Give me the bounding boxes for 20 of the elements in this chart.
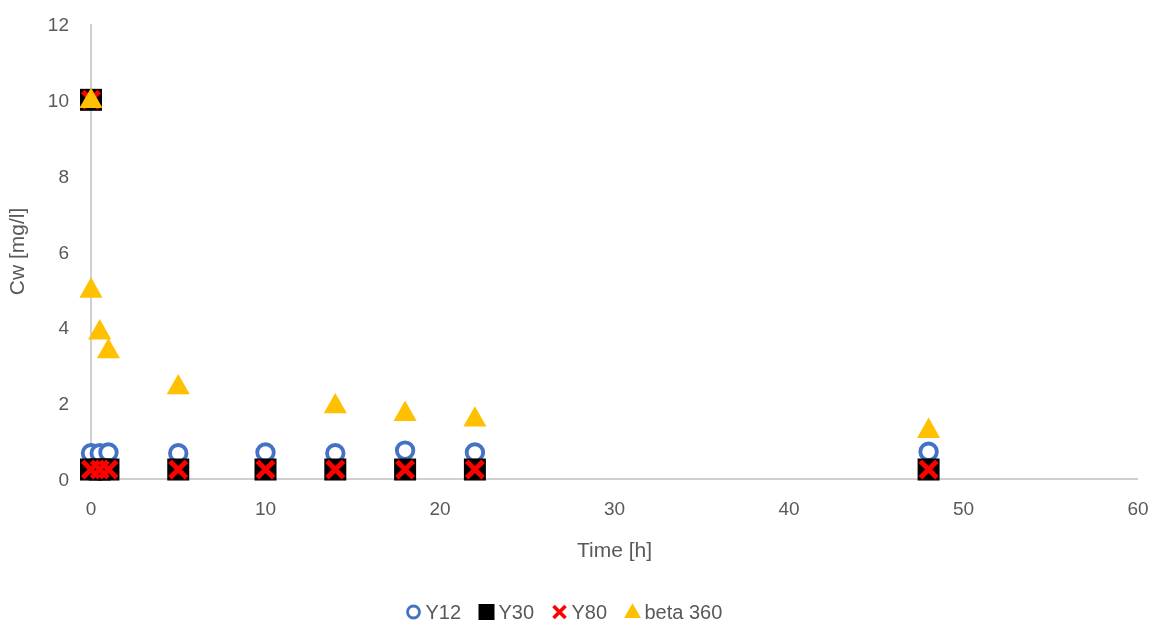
- y-tick-label: 4: [58, 317, 70, 339]
- x-tick-label: 50: [952, 498, 975, 519]
- x-tick-label: 10: [254, 498, 277, 519]
- x-tick-label: 20: [429, 498, 451, 519]
- y-tick-label: 2: [58, 393, 69, 415]
- y-tick-label: 0: [58, 469, 69, 490]
- legend-label: beta 360: [644, 601, 723, 623]
- x-tick-label: 60: [1127, 498, 1149, 519]
- y-tick-label: 8: [58, 165, 69, 187]
- y-tick-label: 10: [47, 89, 69, 111]
- x-tick-label: 40: [778, 498, 800, 519]
- x-tick-label: 0: [85, 498, 97, 519]
- x-axis-title: Time [h]: [576, 538, 653, 561]
- y-tick-label: 12: [47, 14, 69, 35]
- legend-label: Y30: [498, 601, 535, 623]
- legend-label: Y12: [425, 601, 462, 623]
- y-axis-title: Cw [mg/l]: [5, 207, 28, 296]
- legend-label: Y80: [571, 601, 608, 623]
- x-tick-label: 30: [603, 498, 626, 519]
- y-tick-label: 6: [58, 241, 69, 263]
